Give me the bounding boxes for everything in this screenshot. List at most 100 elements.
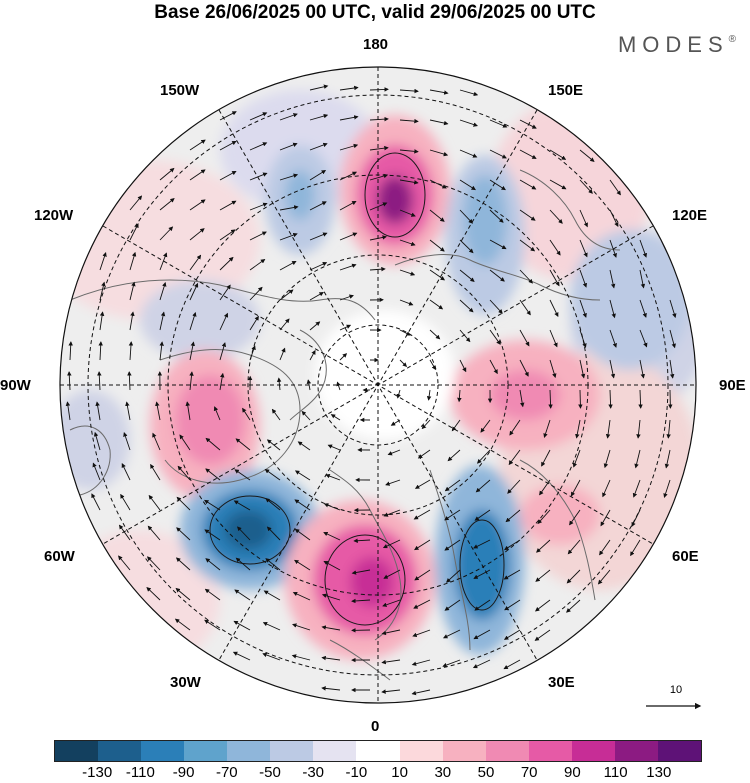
wind-vector-arrow	[321, 593, 341, 601]
wind-vector-arrow	[128, 341, 134, 361]
wind-vector-arrow	[429, 149, 449, 157]
wind-vector-arrow	[309, 113, 329, 121]
wind-vector-arrow	[444, 509, 461, 521]
wind-vector-arrow	[213, 406, 221, 421]
wind-vector-arrow	[505, 509, 521, 523]
wind-vector-arrow	[91, 493, 101, 511]
wind-vector-arrow	[306, 379, 312, 391]
wind-vector-arrow	[609, 329, 617, 348]
lon-label-90w: 90W	[0, 377, 31, 394]
wind-vector-arrow	[414, 479, 431, 489]
wind-vector-arrow	[204, 619, 221, 631]
colorbar-swatch	[356, 741, 400, 761]
wind-vector-arrow	[369, 87, 389, 92]
wind-vector-arrow	[219, 140, 237, 151]
lon-label-0: 0	[371, 718, 380, 735]
wind-vector-arrow	[127, 371, 132, 391]
wind-vector-arrow	[339, 324, 352, 331]
wind-vector-arrow	[459, 329, 471, 343]
wind-vector-arrow	[150, 463, 161, 481]
wind-vector-arrow	[233, 620, 251, 631]
lon-label-120w: 120W	[34, 207, 74, 224]
wind-vector-arrow	[508, 449, 521, 466]
wind-vector-arrow	[459, 269, 475, 282]
wind-vector-arrow	[534, 599, 551, 612]
wind-vector-arrow	[339, 353, 348, 361]
wind-vector-arrow	[609, 359, 616, 379]
contours	[209, 152, 505, 626]
wind-vector-arrow	[639, 299, 647, 318]
colorbar-tick-label: -50	[259, 764, 281, 781]
wind-vector-arrow	[321, 655, 341, 661]
wind-vector-arrow	[632, 479, 641, 498]
wind-vector-arrow	[219, 170, 237, 181]
colorbar-swatch	[657, 741, 701, 761]
wind-vector-arrow	[634, 449, 641, 469]
wind-vector-arrow	[669, 329, 676, 349]
wind-vector-arrow	[321, 686, 341, 691]
wind-vector-arrow	[630, 539, 641, 557]
wind-vector-arrow	[459, 89, 479, 97]
wind-vector-arrow	[446, 569, 461, 583]
wind-vector-arrow	[444, 479, 461, 492]
colorbar-swatch	[571, 741, 615, 761]
wind-vector-arrow	[666, 419, 671, 439]
wind-vector-arrow	[176, 496, 191, 511]
wind-vector-arrow	[519, 119, 537, 129]
colorbar-swatch	[141, 741, 185, 761]
wind-vector-arrow	[519, 179, 537, 190]
colorbar-swatch	[270, 741, 314, 761]
wind-vector-arrow	[189, 282, 199, 301]
wind-vector-arrow	[294, 470, 311, 481]
wind-vector-arrow	[503, 629, 521, 640]
anomaly-field	[60, 67, 696, 703]
lon-label-90e: 90E	[719, 377, 746, 394]
wind-vector-arrow	[249, 112, 268, 121]
wind-vectors	[65, 84, 677, 696]
wind-vector-arrow	[369, 266, 386, 272]
wind-vector-arrow	[489, 329, 501, 345]
lon-label-150w: 150W	[160, 82, 200, 99]
colorbar-swatch	[485, 741, 529, 761]
wind-vector-arrow	[399, 359, 408, 368]
wind-vector-arrow	[385, 479, 401, 486]
wind-vector-arrow	[578, 389, 583, 409]
wind-vector-arrow	[189, 139, 206, 151]
wind-vector-arrow	[399, 269, 416, 276]
wind-vector-arrow	[233, 500, 251, 511]
colorbar-tick-label: -90	[172, 764, 195, 781]
wind-vector-arrow	[597, 569, 611, 585]
wind-vector-arrow	[459, 239, 474, 254]
wind-vector-arrow	[489, 179, 506, 191]
wind-vector-arrow	[549, 239, 561, 256]
wind-vector-arrow	[519, 239, 536, 252]
wind-vector-arrow	[489, 149, 507, 159]
wind-vector-arrow	[603, 449, 611, 469]
wind-vector-arrow	[279, 232, 298, 241]
wind-vector-arrow	[390, 419, 401, 426]
wind-vector-arrow	[265, 498, 281, 511]
wind-vector-arrow	[351, 569, 371, 575]
wind-vector-arrow	[536, 539, 551, 553]
wind-vector-arrow	[129, 281, 136, 301]
colorbar-swatch	[55, 741, 99, 761]
wind-vector-arrow	[579, 329, 587, 348]
wind-vector-arrow	[266, 439, 281, 451]
wind-vector-arrow	[159, 281, 167, 301]
wind-vector-arrow	[219, 229, 236, 241]
wind-vector-arrow	[219, 372, 225, 391]
wind-vector-arrow	[155, 401, 161, 421]
wind-vector-arrow	[159, 311, 166, 331]
colorbar-tick-label: 90	[564, 764, 581, 781]
wind-vector-arrow	[249, 231, 267, 241]
wind-vector-arrow	[279, 318, 290, 331]
wind-vector-arrow	[309, 201, 327, 211]
wind-vector-arrow	[480, 419, 491, 433]
wind-vector-arrow	[279, 260, 297, 271]
wind-vector-arrow	[504, 539, 521, 551]
colorbar-tick-label: 130	[646, 764, 672, 781]
wind-vector-arrow	[609, 179, 621, 196]
wind-vector-arrow	[489, 269, 505, 282]
wind-vector-arrow	[189, 228, 205, 241]
wind-vector-arrow	[309, 349, 316, 361]
